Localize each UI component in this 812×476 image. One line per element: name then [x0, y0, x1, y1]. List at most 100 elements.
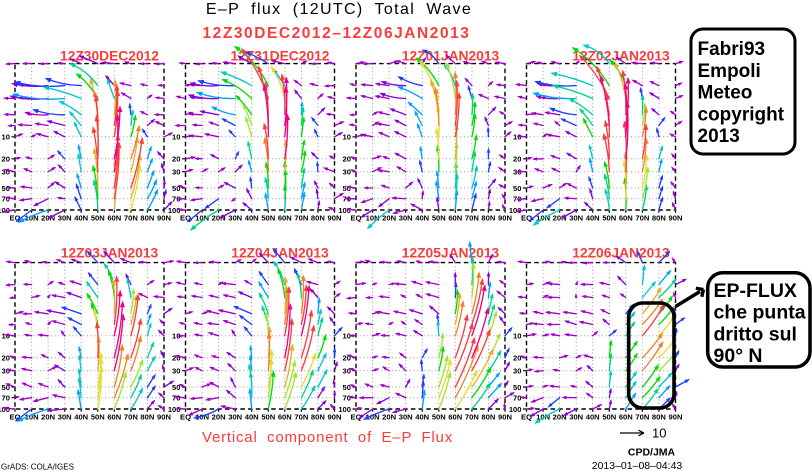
svg-text:EP-FLUX: EP-FLUX: [714, 280, 797, 302]
svg-text:80N: 80N: [652, 214, 666, 223]
svg-text:30: 30: [343, 168, 351, 177]
svg-text:80N: 80N: [481, 413, 495, 422]
svg-text:40N: 40N: [415, 214, 429, 223]
svg-text:30N: 30N: [569, 413, 583, 422]
svg-text:12Z03JAN2013: 12Z03JAN2013: [61, 246, 159, 261]
svg-text:Meteo: Meteo: [698, 83, 753, 104]
svg-text:10N: 10N: [195, 413, 209, 422]
svg-text:70: 70: [343, 394, 351, 403]
svg-text:100: 100: [509, 206, 522, 215]
svg-text:12Z04JAN2013: 12Z04JAN2013: [231, 246, 329, 261]
svg-text:80N: 80N: [140, 214, 154, 223]
svg-text:100: 100: [0, 405, 10, 414]
svg-text:70: 70: [172, 195, 180, 204]
svg-text:100: 100: [509, 405, 522, 414]
svg-text:12Z05JAN2013: 12Z05JAN2013: [402, 246, 500, 261]
svg-text:40N: 40N: [415, 413, 429, 422]
svg-text:12Z30DEC2012–12Z06JAN2013: 12Z30DEC2012–12Z06JAN2013: [203, 25, 471, 42]
svg-text:50N: 50N: [261, 413, 275, 422]
svg-text:Fabri93: Fabri93: [698, 39, 766, 60]
svg-text:30: 30: [343, 367, 351, 376]
svg-text:60N: 60N: [107, 214, 121, 223]
svg-text:10: 10: [172, 133, 180, 142]
svg-text:50N: 50N: [432, 214, 446, 223]
svg-text:30N: 30N: [228, 214, 242, 223]
svg-text:EQ: EQ: [10, 214, 21, 223]
svg-text:90N: 90N: [157, 413, 171, 422]
svg-text:70: 70: [2, 394, 10, 403]
svg-text:che punta: che punta: [714, 302, 806, 324]
svg-text:50N: 50N: [432, 413, 446, 422]
svg-text:100: 100: [338, 405, 351, 414]
svg-text:50N: 50N: [602, 413, 616, 422]
svg-text:70N: 70N: [635, 413, 649, 422]
svg-text:12Z31DEC2012: 12Z31DEC2012: [231, 48, 330, 63]
svg-text:20N: 20N: [41, 413, 55, 422]
svg-text:50N: 50N: [602, 214, 616, 223]
svg-text:50: 50: [172, 383, 180, 392]
svg-text:80N: 80N: [481, 214, 495, 223]
svg-text:EQ: EQ: [521, 413, 532, 422]
svg-text:40N: 40N: [74, 214, 88, 223]
svg-text:Empoli: Empoli: [698, 61, 761, 82]
svg-text:40N: 40N: [245, 413, 259, 422]
svg-text:80N: 80N: [140, 413, 154, 422]
svg-text:60N: 60N: [278, 214, 292, 223]
svg-text:CPD/JMA: CPD/JMA: [628, 447, 676, 459]
svg-text:EQ: EQ: [180, 214, 191, 223]
svg-text:90N: 90N: [328, 413, 342, 422]
svg-text:80N: 80N: [311, 413, 325, 422]
svg-text:10N: 10N: [366, 214, 380, 223]
svg-text:10: 10: [343, 332, 351, 341]
svg-text:90N: 90N: [498, 413, 512, 422]
svg-text:10: 10: [2, 332, 10, 341]
svg-text:40N: 40N: [245, 214, 259, 223]
svg-text:12Z02JAN2013: 12Z02JAN2013: [572, 48, 670, 63]
svg-text:20: 20: [343, 155, 351, 164]
svg-text:70: 70: [513, 195, 521, 204]
svg-text:10N: 10N: [25, 413, 39, 422]
svg-text:30: 30: [2, 367, 10, 376]
svg-text:50: 50: [2, 184, 10, 193]
svg-text:20N: 20N: [553, 214, 567, 223]
svg-text:20: 20: [172, 155, 180, 164]
svg-text:30: 30: [2, 168, 10, 177]
svg-text:10N: 10N: [25, 214, 39, 223]
svg-text:12Z06JAN2013: 12Z06JAN2013: [572, 246, 670, 261]
svg-text:EQ: EQ: [351, 413, 362, 422]
svg-text:10N: 10N: [536, 413, 550, 422]
svg-text:30: 30: [172, 367, 180, 376]
svg-text:2013: 2013: [698, 126, 740, 147]
svg-text:copyright: copyright: [698, 104, 785, 125]
svg-text:10N: 10N: [366, 413, 380, 422]
svg-text:10: 10: [513, 332, 521, 341]
svg-text:10: 10: [513, 133, 521, 142]
svg-text:10: 10: [2, 133, 10, 142]
svg-text:70N: 70N: [465, 413, 479, 422]
svg-text:10N: 10N: [195, 214, 209, 223]
svg-text:20: 20: [2, 155, 10, 164]
svg-text:80N: 80N: [652, 413, 666, 422]
svg-text:70N: 70N: [294, 214, 308, 223]
svg-text:Vertical component of E–P Flux: Vertical component of E–P Flux: [202, 429, 453, 446]
svg-text:20N: 20N: [553, 413, 567, 422]
svg-text:50: 50: [513, 184, 521, 193]
svg-text:30N: 30N: [399, 413, 413, 422]
svg-text:30: 30: [172, 168, 180, 177]
svg-text:EQ: EQ: [521, 214, 532, 223]
svg-text:60N: 60N: [448, 214, 462, 223]
svg-text:70N: 70N: [294, 413, 308, 422]
svg-text:30N: 30N: [58, 413, 72, 422]
svg-text:50N: 50N: [261, 214, 275, 223]
svg-text:100: 100: [168, 405, 181, 414]
svg-text:90N: 90N: [669, 413, 683, 422]
svg-text:20: 20: [2, 354, 10, 363]
svg-text:10: 10: [172, 332, 180, 341]
svg-text:100: 100: [168, 206, 181, 215]
svg-text:20N: 20N: [382, 214, 396, 223]
svg-text:50: 50: [172, 184, 180, 193]
svg-text:70: 70: [2, 195, 10, 204]
svg-text:70N: 70N: [465, 214, 479, 223]
svg-text:40N: 40N: [586, 413, 600, 422]
svg-text:50N: 50N: [91, 214, 105, 223]
